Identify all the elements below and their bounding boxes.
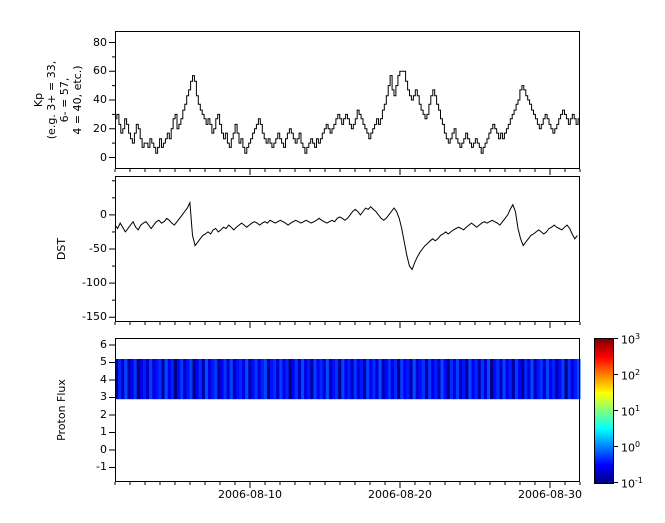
colorbar-tick (614, 409, 618, 411)
dst-panel (109, 176, 581, 328)
colorbar-tick-label: 10-1 (621, 476, 643, 491)
y-tick-label: 1 (100, 425, 107, 439)
colorbar-tick (614, 337, 618, 339)
y-tick-label: 3 (100, 390, 107, 404)
x-tick-label: 2006-08-20 (368, 488, 432, 501)
y-tick-label: -50 (89, 242, 107, 255)
colorbar-tick-label: 100 (621, 440, 641, 455)
y-tick-label: 0 (100, 207, 107, 221)
y-tick-label: 0 (100, 150, 107, 164)
y-tick-label: -100 (82, 276, 107, 290)
y-tick-label: 80 (93, 35, 107, 49)
colorbar (594, 338, 614, 484)
y-tick-label: 5 (100, 355, 107, 369)
dst-plot (109, 176, 581, 328)
y-tick-label: 20 (93, 121, 107, 135)
y-tick-label: 0 (100, 442, 107, 456)
y-tick-label: 2 (100, 407, 107, 421)
colorbar-tick (614, 373, 618, 375)
x-tick-label: 2006-08-10 (218, 488, 282, 501)
flux-plot (109, 338, 581, 488)
y-tick-label: 4 (100, 372, 107, 386)
flux-panel (109, 338, 581, 488)
colorbar-gradient (595, 339, 613, 483)
y-tick-label: 6 (100, 337, 107, 351)
y-tick-label: -150 (82, 310, 107, 324)
kp-panel (109, 31, 581, 175)
x-tick-label: 2006-08-30 (518, 488, 582, 501)
y-tick-label: 40 (93, 93, 107, 106)
y-tick-label: -1 (96, 460, 107, 474)
kp-plot (109, 31, 581, 175)
colorbar-tick (614, 481, 618, 483)
colorbar-tick (614, 445, 618, 447)
colorbar-tick-label: 103 (621, 332, 641, 347)
y-tick-label: 60 (93, 64, 107, 78)
colorbar-tick-label: 102 (621, 368, 641, 383)
colorbar-tick-label: 101 (621, 404, 641, 419)
